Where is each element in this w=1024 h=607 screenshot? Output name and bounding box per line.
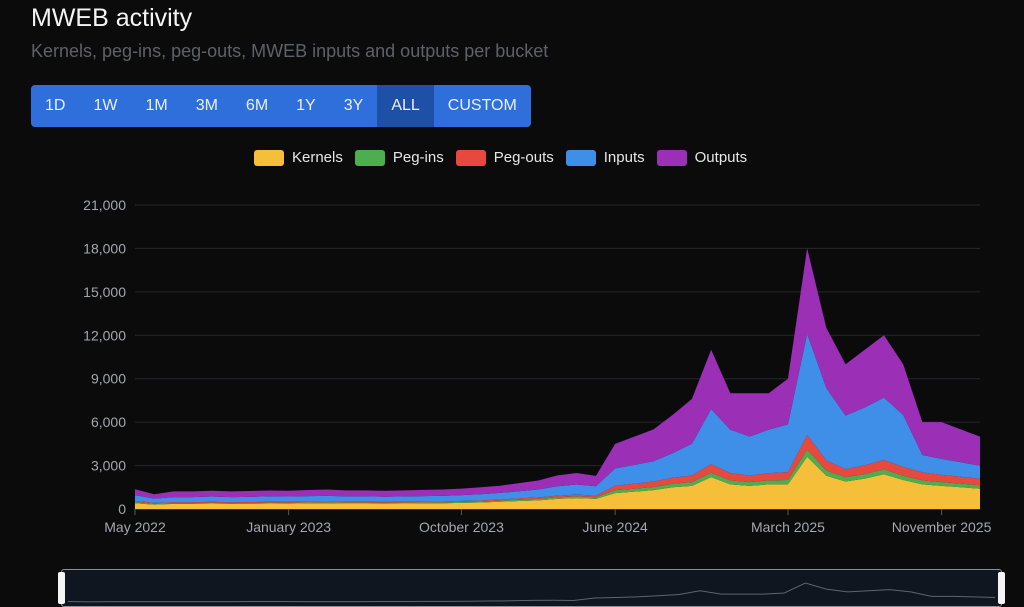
range-selector: 1D 1W 1M 3M 6M 1Y 3Y ALL CUSTOM <box>31 85 531 127</box>
y-tick-label: 9,000 <box>91 371 126 387</box>
range-button-all[interactable]: ALL <box>377 85 434 127</box>
x-tick-label: June 2024 <box>582 519 648 535</box>
legend-label: Inputs <box>603 149 645 166</box>
chart-legend: Kernels Peg-ins Peg-outs Inputs Outputs <box>254 149 747 166</box>
stacked-area-chart: 0 3,000 6,000 9,000 12,000 15,000 18,000 21,000… <box>83 197 992 535</box>
navigator-preview <box>67 582 996 603</box>
range-button-custom[interactable]: CUSTOM <box>447 97 517 114</box>
legend-label: Kernels <box>292 149 343 166</box>
chart-subtitle: Kernels, peg-ins, peg-outs, MWEB inputs … <box>31 41 549 61</box>
legend-swatch <box>656 149 687 166</box>
y-tick-label: 15,000 <box>83 284 126 300</box>
range-button-1y[interactable]: 1Y <box>296 97 316 114</box>
legend-item-inputs[interactable]: Inputs <box>565 149 645 166</box>
x-tick-label: November 2025 <box>892 519 992 535</box>
range-button-6m[interactable]: 6M <box>245 97 269 114</box>
range-navigator[interactable] <box>58 569 1005 607</box>
x-tick-label: January 2023 <box>246 519 331 535</box>
range-button-1w[interactable]: 1W <box>93 97 118 114</box>
legend-swatch <box>254 149 284 166</box>
y-tick-label: 3,000 <box>91 458 126 474</box>
y-tick-label: 18,000 <box>83 240 126 256</box>
y-tick-label: 12,000 <box>83 327 126 343</box>
legend-label: Peg-ins <box>392 149 444 166</box>
y-tick-label: 6,000 <box>91 414 126 430</box>
x-tick-label: March 2025 <box>751 519 825 535</box>
legend-swatch <box>354 149 385 166</box>
range-button-3m[interactable]: 3M <box>195 97 218 114</box>
legend-swatch <box>455 149 486 166</box>
navigator-right-handle[interactable] <box>998 572 1005 604</box>
y-tick-label: 21,000 <box>83 197 126 213</box>
x-tick-label: October 2023 <box>419 519 504 535</box>
legend-item-outputs[interactable]: Outputs <box>656 149 748 166</box>
legend-label: Peg-outs <box>493 149 554 166</box>
navigator-left-handle[interactable] <box>58 572 65 604</box>
x-tick-label: May 2022 <box>104 519 166 535</box>
legend-item-kernels[interactable]: Kernels <box>254 149 343 166</box>
legend-item-peg-outs[interactable]: Peg-outs <box>455 149 554 166</box>
area-series-kernels[interactable] <box>135 456 980 509</box>
y-tick-label: 0 <box>118 501 126 517</box>
area-series-inputs[interactable] <box>135 333 980 503</box>
legend-label: Outputs <box>694 149 748 166</box>
range-button-3y[interactable]: 3Y <box>343 97 364 114</box>
chart-title: MWEB activity <box>31 4 193 32</box>
navigator-line <box>67 582 996 603</box>
legend-swatch <box>565 149 596 166</box>
legend-item-peg-ins[interactable]: Peg-ins <box>354 149 444 166</box>
range-button-1m[interactable]: 1M <box>145 97 168 114</box>
range-button-1d[interactable]: 1D <box>45 97 66 114</box>
